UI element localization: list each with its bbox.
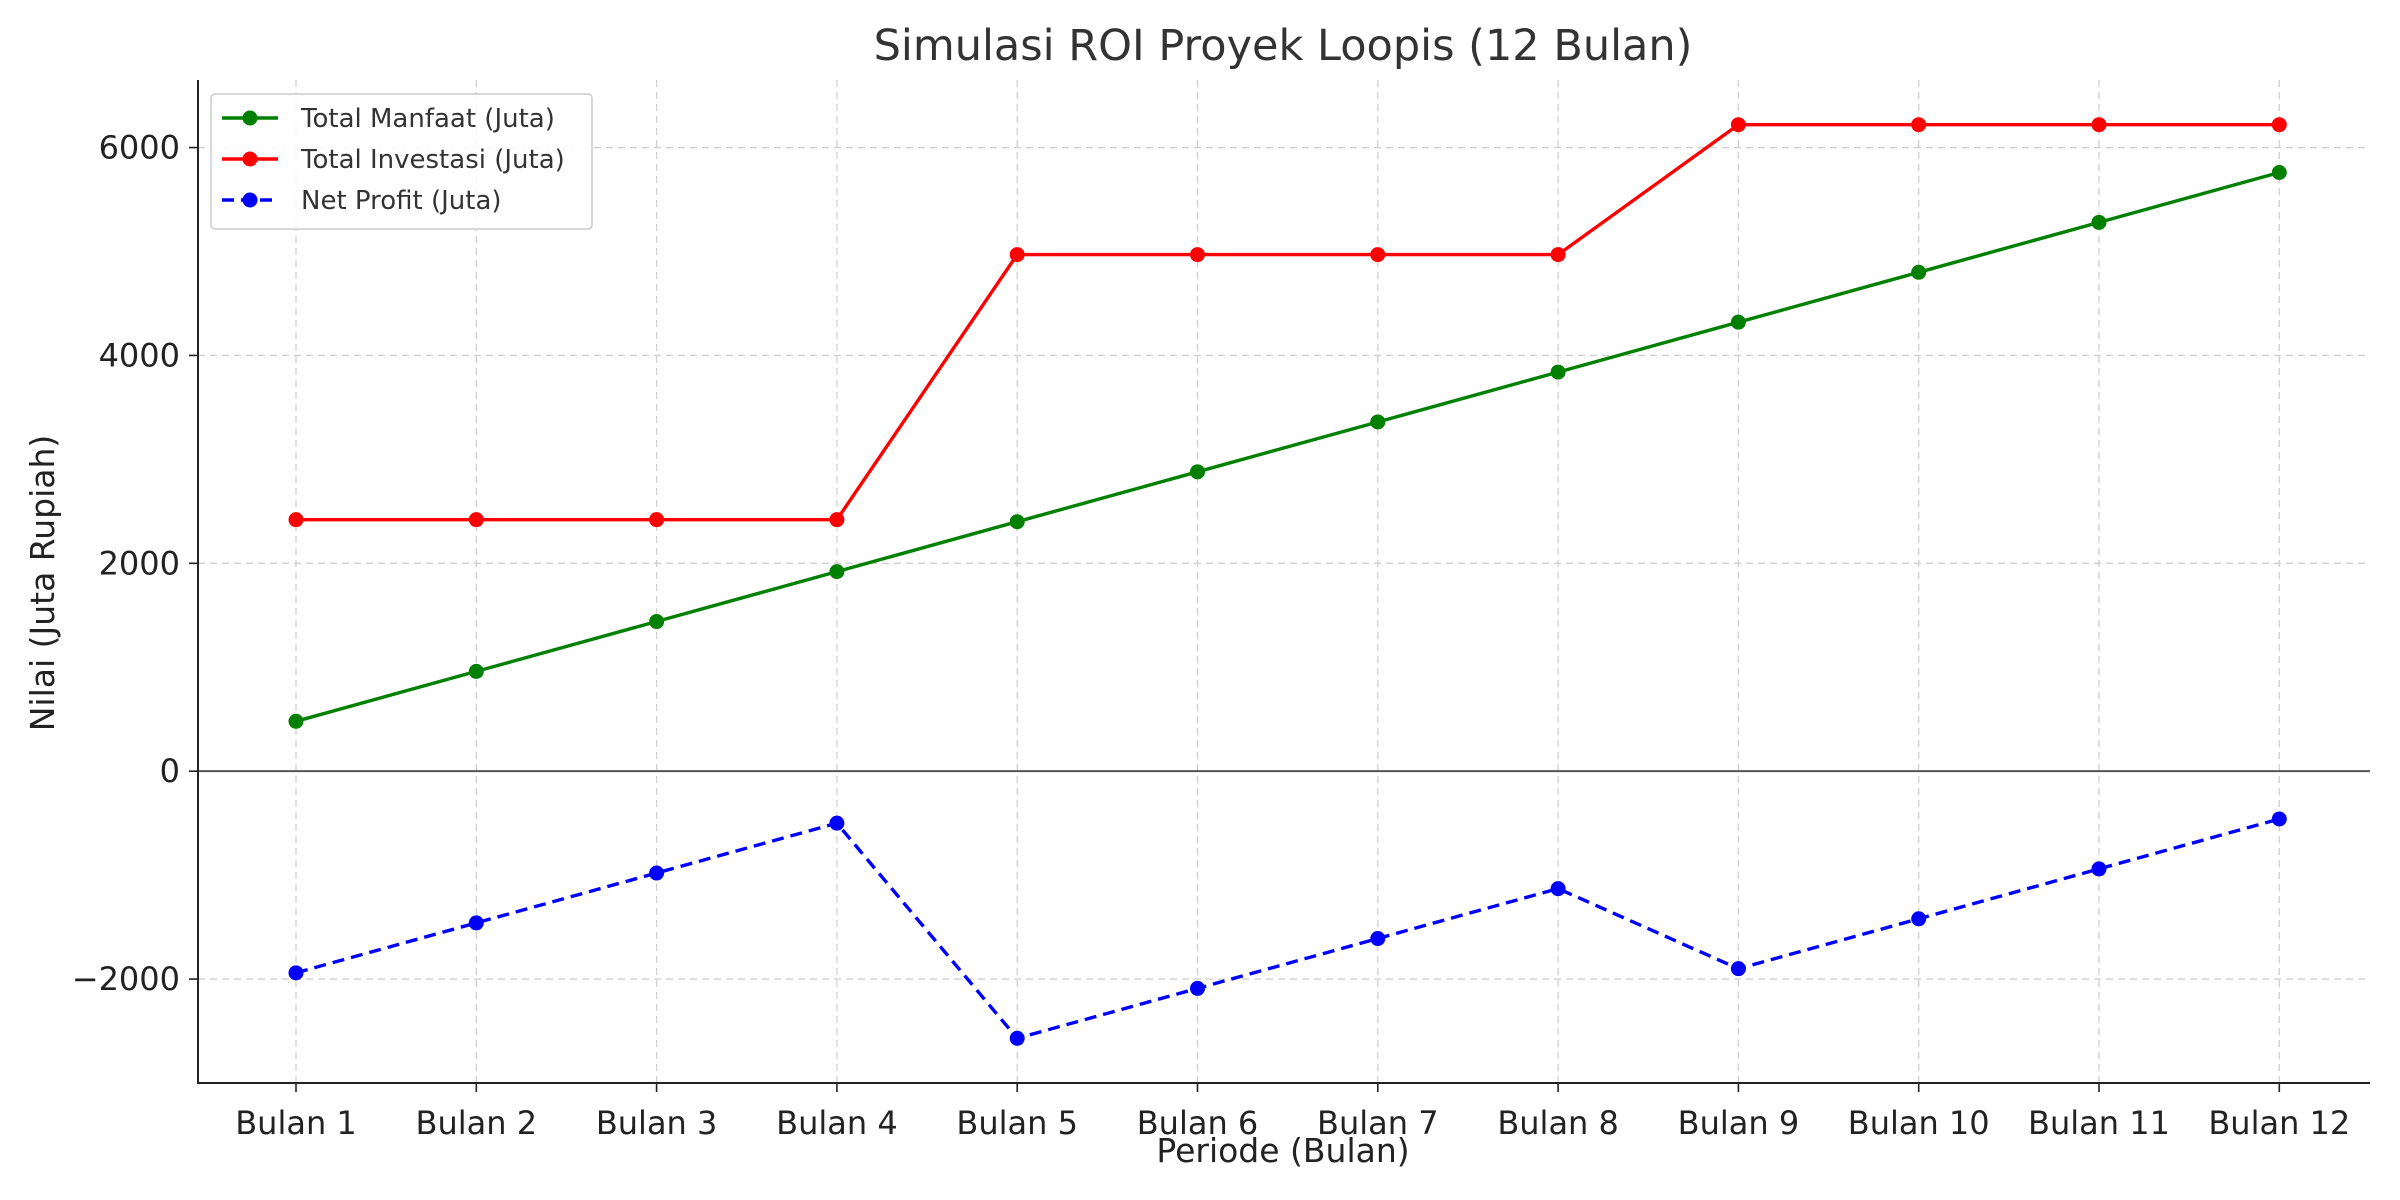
x-tick-label: Bulan 10 bbox=[1848, 1104, 1990, 1142]
data-point bbox=[1009, 247, 1025, 263]
data-point bbox=[1190, 464, 1205, 480]
data-point bbox=[1730, 314, 1746, 330]
x-tick-label: Bulan 3 bbox=[596, 1104, 718, 1142]
series-3 bbox=[288, 811, 2287, 1046]
data-point bbox=[468, 915, 484, 931]
data-point bbox=[1190, 980, 1205, 996]
data-point bbox=[829, 512, 845, 528]
data-point bbox=[468, 663, 484, 679]
data-point bbox=[1370, 414, 1386, 430]
series-2 bbox=[288, 117, 2287, 528]
series-line bbox=[295, 170, 2280, 723]
x-tick-label: Bulan 6 bbox=[1137, 1104, 1259, 1142]
legend-marker bbox=[242, 192, 258, 208]
data-point bbox=[1009, 1030, 1025, 1046]
data-point bbox=[1911, 911, 1927, 927]
y-tick-label: 6000 bbox=[99, 129, 180, 167]
y-tick-label: 0 bbox=[160, 752, 180, 790]
axes-layer bbox=[197, 80, 2370, 1084]
data-point bbox=[649, 512, 665, 528]
y-tick-label: −2000 bbox=[72, 960, 180, 998]
data-point bbox=[649, 865, 665, 881]
data-point bbox=[1550, 881, 1566, 897]
data-point bbox=[2091, 214, 2107, 230]
series-1 bbox=[288, 165, 2287, 729]
data-point bbox=[2091, 117, 2107, 133]
data-point bbox=[2271, 811, 2287, 827]
data-point bbox=[1550, 364, 1566, 380]
data-point bbox=[2091, 861, 2107, 877]
x-tick-label: Bulan 5 bbox=[956, 1104, 1078, 1142]
x-axis-label: Periode (Bulan) bbox=[1156, 1131, 1409, 1170]
data-point bbox=[1190, 247, 1205, 263]
data-point bbox=[468, 512, 484, 528]
data-point bbox=[1370, 247, 1386, 263]
series-line bbox=[295, 817, 2280, 1041]
legend-label: Total Manfaat (Juta) bbox=[300, 104, 555, 134]
legend-box bbox=[210, 93, 593, 230]
x-tick-label: Bulan 2 bbox=[416, 1104, 538, 1142]
x-tick-label: Bulan 4 bbox=[776, 1104, 898, 1142]
legend-marker bbox=[242, 151, 258, 167]
x-tick-label: Bulan 7 bbox=[1317, 1104, 1439, 1142]
series-line bbox=[296, 122, 2280, 522]
chart-title: Simulasi ROI Proyek Loopis (12 Bulan) bbox=[874, 21, 1693, 71]
legend-label: Total Investasi (Juta) bbox=[300, 145, 565, 175]
series-layer bbox=[288, 117, 2287, 1046]
y-tick-label: 2000 bbox=[99, 544, 180, 582]
x-ticks: Bulan 1 Bulan 2 Bulan 3 Bulan 4 Bulan 5 Bulan… bbox=[235, 1083, 2350, 1142]
grid-layer bbox=[198, 80, 2370, 1083]
x-tick-label: Bulan 1 bbox=[235, 1104, 357, 1142]
data-point bbox=[1370, 931, 1386, 947]
x-tick-label: Bulan 11 bbox=[2028, 1104, 2170, 1142]
data-point bbox=[288, 965, 304, 981]
data-point bbox=[829, 564, 845, 580]
axis-frame bbox=[197, 80, 2370, 1084]
data-point bbox=[1911, 264, 1927, 280]
y-axis-label: Nilai (Juta Rupiah) bbox=[23, 435, 62, 732]
x-tick-label: Bulan 8 bbox=[1497, 1104, 1619, 1142]
data-point bbox=[288, 512, 304, 528]
data-point bbox=[2271, 117, 2287, 133]
y-ticks: −2000 0 2000 4000 6000 bbox=[72, 129, 198, 998]
data-point bbox=[1730, 117, 1746, 133]
data-point bbox=[649, 614, 665, 630]
x-tick-label: Bulan 9 bbox=[1678, 1104, 1800, 1142]
data-point bbox=[1730, 961, 1746, 977]
data-point bbox=[288, 713, 304, 729]
legend: Total Manfaat (Juta) Total Investasi (Jut… bbox=[210, 93, 593, 230]
data-point bbox=[2271, 165, 2287, 181]
data-point bbox=[1009, 514, 1025, 530]
data-point bbox=[1911, 117, 1927, 133]
data-point bbox=[829, 815, 845, 831]
y-tick-label: 4000 bbox=[99, 336, 180, 374]
x-tick-label: Bulan 12 bbox=[2208, 1104, 2350, 1142]
data-point bbox=[1550, 247, 1566, 263]
legend-label: Net Profit (Juta) bbox=[301, 186, 502, 216]
legend-marker bbox=[242, 110, 258, 126]
